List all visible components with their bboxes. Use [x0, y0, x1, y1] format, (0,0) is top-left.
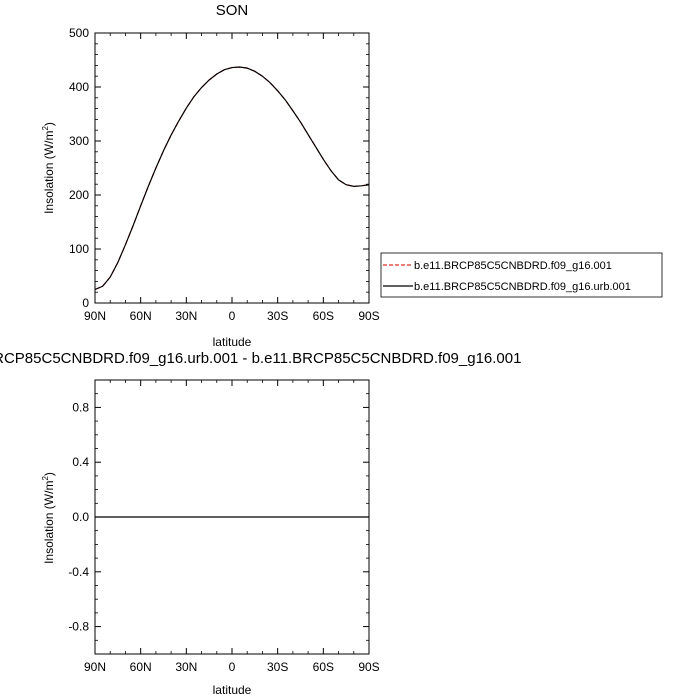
top-x-tick-label: 90S — [358, 309, 379, 323]
top-y-tick-label: 200 — [69, 188, 89, 202]
top-x-tick-label: 60N — [130, 309, 152, 323]
top-x-tick-label: 60S — [313, 309, 334, 323]
bottom-chart-title: b.e11.BRCP85C5CNBDRD.f09_g16.urb.001 - b… — [0, 350, 521, 367]
top-y-axis-label-main: Insolation (W/m — [42, 131, 56, 214]
bottom-x-tick-label: 90S — [358, 660, 379, 674]
bottom-y-tick-label: 0.8 — [72, 400, 89, 414]
top-y-tick-label: 300 — [69, 134, 89, 148]
bottom-x-tick-label: 60N — [130, 660, 152, 674]
top-x-tick-label: 30S — [267, 309, 288, 323]
top-y-tick-label: 500 — [69, 26, 89, 40]
top-y-tick-label: 0 — [82, 296, 89, 310]
top-x-tick-label: 90N — [84, 309, 106, 323]
bottom-x-tick-label: 90N — [84, 660, 106, 674]
bottom-x-tick-label: 30N — [175, 660, 197, 674]
bottom-y-tick-label: 0.0 — [72, 510, 89, 524]
legend-box — [380, 252, 663, 298]
legend-label-series-2: b.e11.BRCP85C5CNBDRD.f09_g16.urb.001 — [414, 281, 631, 293]
bottom-panel: b.e11.BRCP85C5CNBDRD.f09_g16.urb.001 - b… — [0, 350, 521, 697]
bottom-y-axis-label-close: ) — [42, 472, 56, 476]
bottom-x-tick-label: 30S — [267, 660, 288, 674]
bottom-y-tick-label: -0.8 — [68, 620, 89, 634]
bottom-x-tick-label: 60S — [313, 660, 334, 674]
top-y-axis-label: Insolation (W/m2) — [41, 122, 56, 214]
top-y-axis-label-close: ) — [42, 122, 56, 126]
top-x-tick-label: 30N — [175, 309, 197, 323]
top-x-tick-label: 0 — [229, 309, 236, 323]
top-series-2-line — [94, 66, 370, 291]
top-plot-area: 90N 60N 30N 0 30S 60S 90S 0 100 200 300 400 500 — [69, 26, 380, 323]
bottom-y-tick-label: 0.4 — [72, 455, 89, 469]
bottom-plot-area: 90N 60N 30N 0 30S 60S 90S -0.8 -0.4 0.0 0.4 0.8 — [68, 379, 380, 674]
bottom-y-axis-label-main: Insolation (W/m — [42, 481, 56, 564]
bottom-x-axis-label: latitude — [213, 683, 252, 697]
top-chart-title: SON — [216, 2, 249, 19]
bottom-y-axis-label: Insolation (W/m2) — [41, 472, 56, 564]
top-panel: SON 90N 60N 30N 0 30S 60S 90S0100200300400500 … — [41, 2, 380, 349]
bottom-y-axis-label-sup: 2 — [41, 476, 50, 481]
bottom-x-tick-label: 0 — [229, 660, 236, 674]
top-y-tick-label: 100 — [69, 242, 89, 256]
legend: b.e11.BRCP85C5CNBDRD.f09_g16.001 b.e11.B… — [380, 252, 663, 298]
top-series-1-line — [94, 66, 370, 291]
top-y-tick-label: 400 — [69, 80, 89, 94]
top-x-axis-label: latitude — [213, 335, 252, 349]
top-y-axis-label-sup: 2 — [41, 126, 50, 131]
top-frame — [94, 32, 370, 304]
legend-label-series-1: b.e11.BRCP85C5CNBDRD.f09_g16.001 — [414, 260, 612, 272]
bottom-y-tick-label: -0.4 — [68, 565, 89, 579]
